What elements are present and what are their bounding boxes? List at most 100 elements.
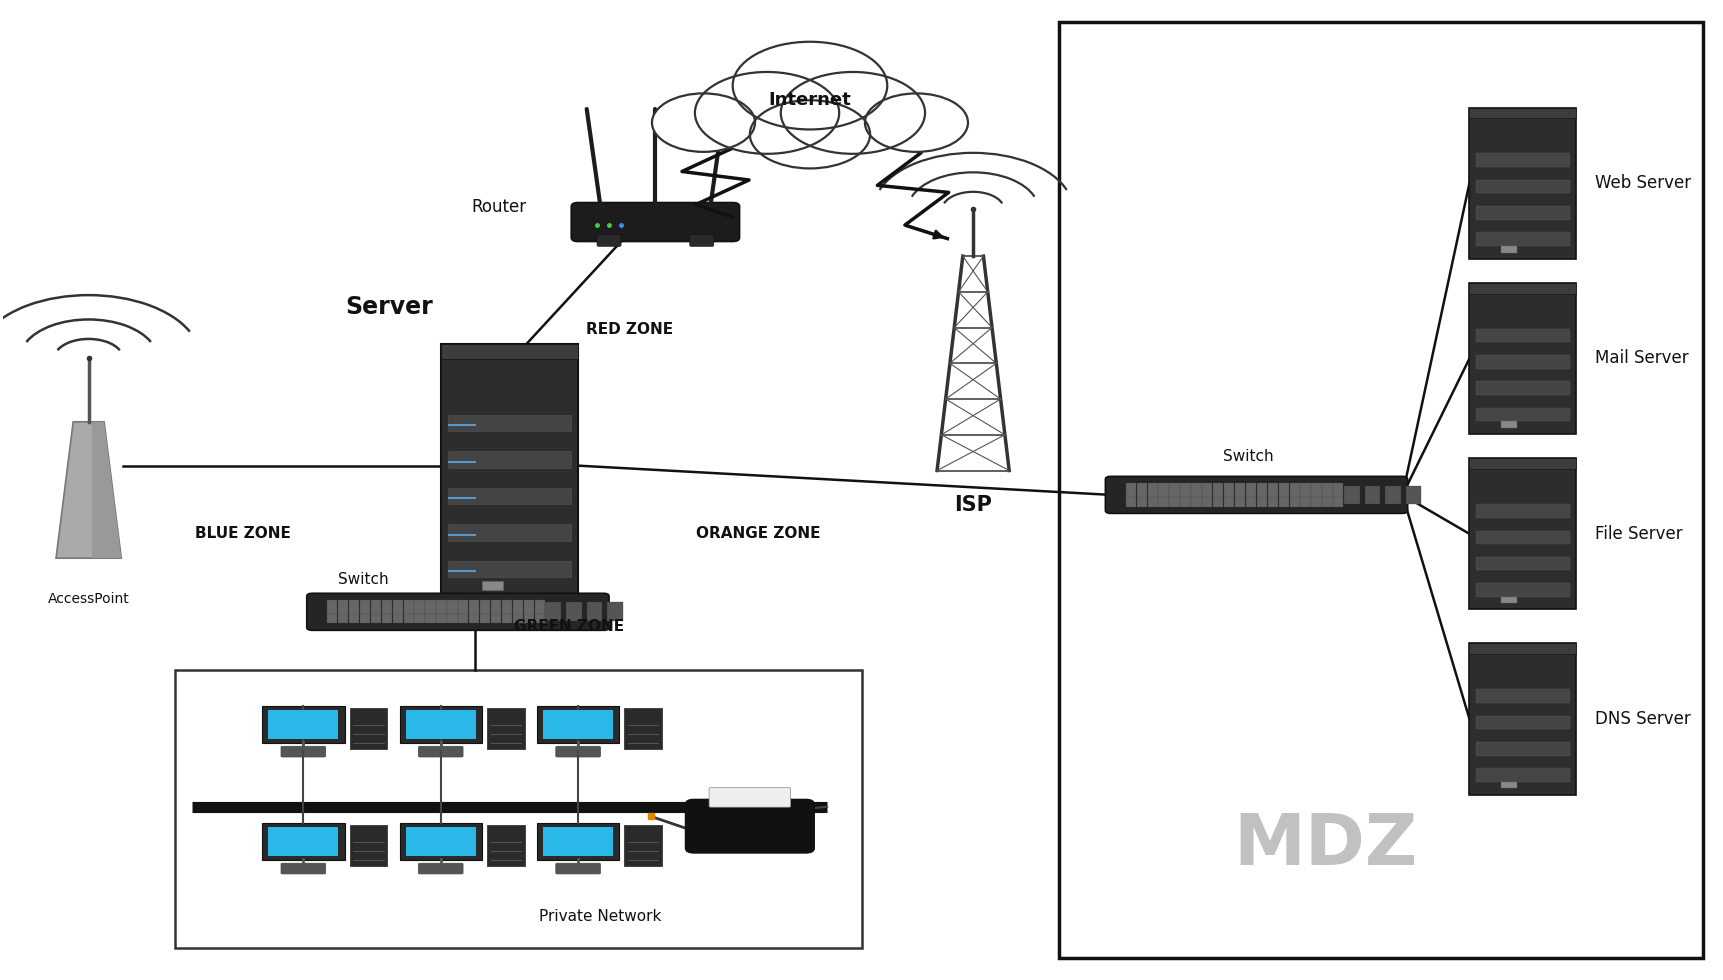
FancyBboxPatch shape: [350, 610, 360, 623]
FancyBboxPatch shape: [1223, 483, 1234, 497]
FancyBboxPatch shape: [393, 600, 403, 614]
FancyBboxPatch shape: [524, 600, 534, 614]
FancyBboxPatch shape: [567, 603, 582, 621]
FancyBboxPatch shape: [1344, 485, 1359, 505]
FancyBboxPatch shape: [1060, 23, 1702, 957]
FancyBboxPatch shape: [1501, 421, 1518, 428]
FancyBboxPatch shape: [1470, 283, 1577, 434]
FancyBboxPatch shape: [534, 610, 544, 623]
FancyBboxPatch shape: [1470, 108, 1577, 119]
FancyBboxPatch shape: [1477, 689, 1570, 703]
FancyBboxPatch shape: [1477, 530, 1570, 544]
FancyBboxPatch shape: [458, 600, 469, 614]
FancyBboxPatch shape: [426, 610, 436, 623]
FancyBboxPatch shape: [543, 710, 613, 739]
FancyBboxPatch shape: [307, 593, 608, 630]
Polygon shape: [57, 421, 121, 559]
FancyBboxPatch shape: [557, 747, 600, 757]
FancyBboxPatch shape: [1301, 493, 1311, 507]
Text: DNS Server: DNS Server: [1595, 710, 1690, 728]
FancyBboxPatch shape: [1223, 493, 1234, 507]
FancyBboxPatch shape: [572, 203, 739, 241]
FancyBboxPatch shape: [1158, 493, 1168, 507]
FancyBboxPatch shape: [1477, 768, 1570, 782]
FancyBboxPatch shape: [269, 710, 338, 739]
FancyBboxPatch shape: [501, 600, 512, 614]
FancyBboxPatch shape: [1125, 493, 1135, 507]
Text: Switch: Switch: [338, 572, 389, 587]
FancyBboxPatch shape: [1256, 493, 1266, 507]
Text: ORANGE ZONE: ORANGE ZONE: [696, 526, 820, 541]
FancyBboxPatch shape: [1289, 483, 1299, 497]
FancyBboxPatch shape: [1470, 459, 1577, 610]
FancyBboxPatch shape: [1213, 493, 1223, 507]
Circle shape: [865, 93, 968, 152]
FancyBboxPatch shape: [350, 709, 388, 749]
FancyBboxPatch shape: [1203, 493, 1213, 507]
FancyBboxPatch shape: [436, 610, 446, 623]
Text: File Server: File Server: [1595, 525, 1682, 543]
FancyBboxPatch shape: [1311, 493, 1322, 507]
FancyBboxPatch shape: [400, 707, 482, 744]
FancyBboxPatch shape: [501, 610, 512, 623]
FancyBboxPatch shape: [1158, 483, 1168, 497]
FancyBboxPatch shape: [1148, 483, 1158, 497]
Circle shape: [694, 72, 839, 154]
FancyBboxPatch shape: [557, 863, 600, 874]
FancyBboxPatch shape: [338, 610, 348, 623]
FancyBboxPatch shape: [262, 707, 345, 744]
FancyBboxPatch shape: [1477, 557, 1570, 570]
Circle shape: [732, 42, 887, 129]
FancyBboxPatch shape: [1477, 232, 1570, 246]
FancyBboxPatch shape: [482, 581, 503, 590]
Circle shape: [781, 72, 925, 154]
FancyBboxPatch shape: [606, 603, 622, 621]
FancyBboxPatch shape: [393, 610, 403, 623]
FancyBboxPatch shape: [269, 827, 338, 857]
FancyBboxPatch shape: [415, 610, 426, 623]
FancyBboxPatch shape: [1477, 715, 1570, 729]
FancyBboxPatch shape: [538, 823, 619, 860]
FancyBboxPatch shape: [403, 600, 414, 614]
FancyBboxPatch shape: [1501, 597, 1518, 604]
FancyBboxPatch shape: [1477, 742, 1570, 756]
FancyBboxPatch shape: [327, 610, 338, 623]
FancyBboxPatch shape: [1334, 493, 1344, 507]
FancyBboxPatch shape: [710, 788, 791, 808]
FancyBboxPatch shape: [1477, 206, 1570, 220]
FancyBboxPatch shape: [1365, 485, 1380, 505]
FancyBboxPatch shape: [441, 344, 579, 597]
FancyBboxPatch shape: [1470, 283, 1577, 293]
FancyBboxPatch shape: [491, 610, 501, 623]
FancyBboxPatch shape: [513, 600, 524, 614]
FancyBboxPatch shape: [1137, 483, 1148, 497]
FancyBboxPatch shape: [281, 863, 326, 874]
FancyBboxPatch shape: [360, 600, 370, 614]
FancyBboxPatch shape: [1311, 483, 1322, 497]
FancyBboxPatch shape: [1170, 493, 1180, 507]
FancyBboxPatch shape: [400, 823, 482, 860]
FancyBboxPatch shape: [488, 825, 526, 866]
FancyBboxPatch shape: [405, 710, 476, 739]
FancyBboxPatch shape: [448, 415, 572, 431]
FancyBboxPatch shape: [426, 600, 436, 614]
FancyBboxPatch shape: [488, 709, 526, 749]
FancyBboxPatch shape: [1322, 483, 1332, 497]
FancyBboxPatch shape: [403, 610, 414, 623]
FancyBboxPatch shape: [1289, 493, 1299, 507]
FancyBboxPatch shape: [491, 600, 501, 614]
FancyBboxPatch shape: [1334, 483, 1344, 497]
FancyBboxPatch shape: [1477, 505, 1570, 517]
FancyBboxPatch shape: [686, 800, 815, 853]
FancyBboxPatch shape: [383, 610, 393, 623]
FancyBboxPatch shape: [1191, 483, 1201, 497]
FancyBboxPatch shape: [174, 670, 862, 948]
FancyBboxPatch shape: [1470, 459, 1577, 468]
FancyBboxPatch shape: [1470, 644, 1577, 654]
FancyBboxPatch shape: [327, 600, 338, 614]
FancyBboxPatch shape: [1170, 483, 1180, 497]
FancyBboxPatch shape: [262, 823, 345, 860]
Text: BLUE ZONE: BLUE ZONE: [195, 526, 291, 541]
FancyBboxPatch shape: [350, 600, 360, 614]
FancyBboxPatch shape: [1191, 493, 1201, 507]
